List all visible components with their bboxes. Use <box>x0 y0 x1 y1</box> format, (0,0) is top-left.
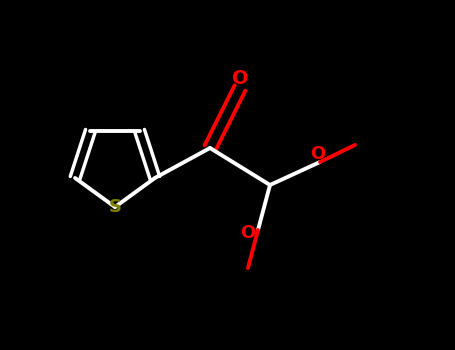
Text: O: O <box>310 145 326 163</box>
Text: O: O <box>232 69 248 88</box>
Text: O: O <box>240 224 256 242</box>
Text: S: S <box>108 198 121 216</box>
